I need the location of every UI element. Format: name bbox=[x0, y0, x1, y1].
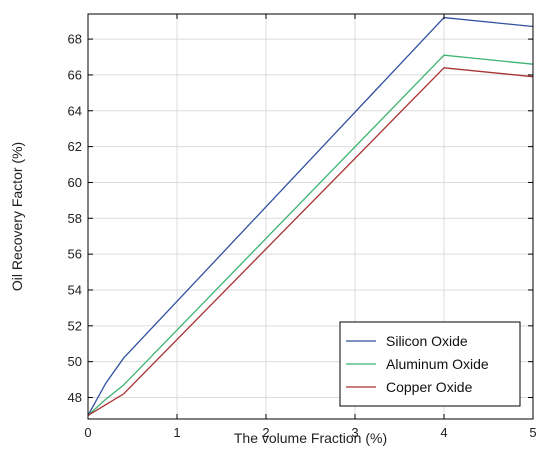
x-tick-label: 0 bbox=[84, 425, 91, 440]
x-tick-label: 5 bbox=[529, 425, 536, 440]
y-tick-label: 56 bbox=[68, 247, 82, 262]
series-line-silicon-oxide bbox=[87, 16, 534, 416]
series-lines bbox=[87, 16, 534, 416]
y-tick-label: 64 bbox=[68, 103, 82, 118]
y-tick-label: 60 bbox=[68, 175, 82, 190]
x-tick-label: 3 bbox=[351, 425, 358, 440]
x-axis-label: The volume Fraction (%) bbox=[234, 430, 387, 446]
y-tick-label: 54 bbox=[68, 282, 82, 297]
legend-label: Silicon Oxide bbox=[386, 333, 468, 349]
x-tick-label: 1 bbox=[173, 425, 180, 440]
y-tick-label: 50 bbox=[68, 354, 82, 369]
y-tick-label: 58 bbox=[68, 211, 82, 226]
legend-label: Copper Oxide bbox=[386, 379, 473, 395]
series-line-copper-oxide bbox=[87, 67, 534, 416]
x-tick-label: 4 bbox=[440, 425, 447, 440]
y-tick-label: 52 bbox=[68, 318, 82, 333]
y-tick-label: 66 bbox=[68, 67, 82, 82]
y-tick-label: 62 bbox=[68, 139, 82, 154]
series-line-aluminum-oxide bbox=[87, 54, 534, 416]
y-axis-label: Oil Recovery Factor (%) bbox=[9, 142, 25, 291]
plot-frame bbox=[87, 13, 534, 420]
y-tick-label: 68 bbox=[68, 32, 82, 47]
y-tick-label: 48 bbox=[68, 390, 82, 405]
legend: Silicon Oxide Aluminum Oxide Copper Oxide bbox=[339, 321, 521, 407]
legend-label: Aluminum Oxide bbox=[386, 356, 489, 372]
axis-ticks: 0 1 2 3 4 5 48 50 52 54 56 58 60 62 64 66 68 bbox=[68, 14, 537, 440]
x-tick-label: 2 bbox=[262, 425, 269, 440]
